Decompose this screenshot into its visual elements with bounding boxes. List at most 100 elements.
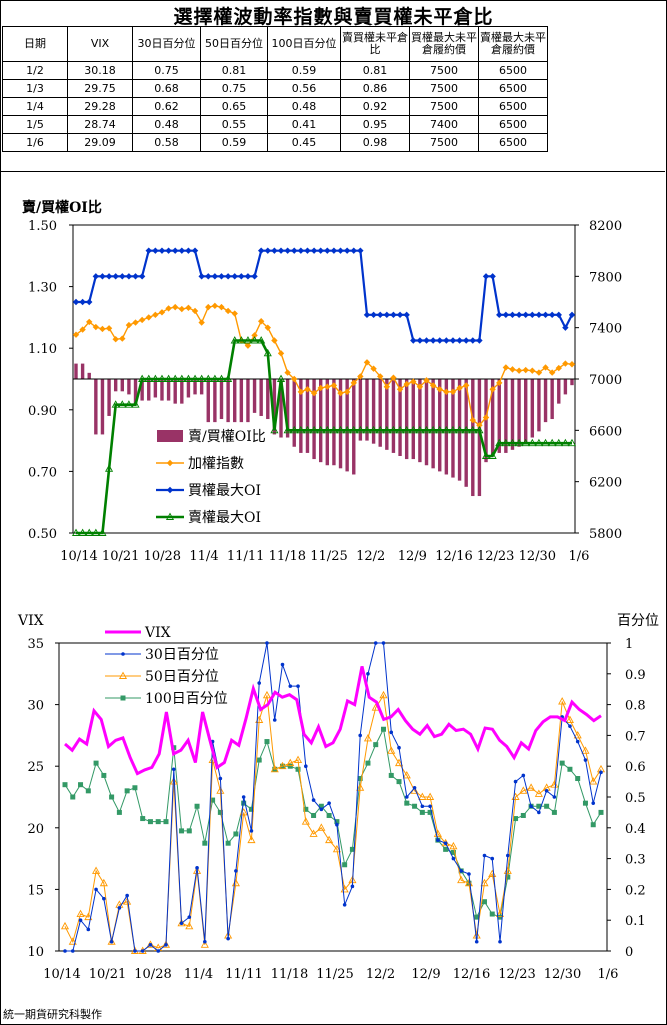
point-marker	[277, 350, 285, 357]
right-tick-label: 0	[625, 945, 633, 960]
point-marker	[403, 380, 410, 388]
bar-oi-ratio	[550, 379, 554, 420]
right-tick-label: 6200	[589, 476, 622, 491]
x-tick-label: 10/21	[102, 549, 139, 564]
right-tick-label: 0.5	[625, 791, 646, 806]
point-marker	[455, 425, 464, 434]
point-marker	[186, 828, 192, 834]
point-marker	[459, 869, 463, 873]
point-marker	[84, 912, 93, 921]
point-marker	[262, 690, 272, 699]
point-marker	[599, 770, 603, 775]
point-marker	[495, 438, 504, 447]
point-marker	[264, 324, 271, 331]
point-marker	[562, 324, 569, 331]
point-marker	[271, 247, 278, 254]
bar-oi-ratio	[332, 379, 336, 466]
point-marker	[548, 311, 556, 319]
point-marker	[205, 303, 212, 311]
table-cell: 0.68	[132, 79, 201, 98]
point-marker	[462, 425, 471, 434]
point-marker	[85, 788, 91, 794]
oi-ratio-chart: 0.50 0.70 0.90 1.10 1.30 1.50 5800 6200 6600 7000…	[21, 199, 622, 564]
point-marker	[513, 816, 519, 822]
bar-oi-ratio	[451, 379, 455, 478]
point-marker	[534, 789, 543, 797]
point-marker	[419, 809, 425, 815]
bar-oi-ratio	[252, 379, 257, 413]
bar-oi-ratio	[279, 379, 283, 438]
point-marker	[488, 451, 497, 459]
point-marker	[326, 812, 332, 818]
point-marker	[62, 782, 68, 788]
point-marker	[165, 247, 172, 254]
point-marker	[303, 425, 312, 434]
point-marker	[428, 804, 432, 809]
point-marker	[117, 906, 122, 910]
point-marker	[555, 364, 562, 372]
point-marker	[217, 374, 226, 382]
point-marker	[443, 846, 449, 852]
point-marker	[575, 776, 581, 782]
header-call-max: 買權最大未平倉履約價	[409, 26, 479, 62]
right-tick-label: 0.1	[625, 914, 646, 929]
point-marker	[568, 361, 576, 368]
x-tick-label: 10/21	[89, 967, 126, 982]
right-tick-label: 7400	[589, 322, 622, 337]
point-marker	[288, 684, 293, 688]
point-marker	[396, 779, 402, 785]
point-marker	[429, 425, 438, 434]
header-date: 日期	[2, 26, 68, 62]
point-marker	[362, 425, 372, 434]
point-marker	[356, 425, 365, 434]
point-marker	[482, 853, 487, 858]
point-marker	[449, 337, 457, 344]
point-marker	[138, 316, 146, 324]
point-marker	[481, 899, 487, 905]
left-axis-title: VIX	[17, 613, 44, 629]
table-header-row: 日期 VIX 30日百分位 50日百分位 100日百分位 賣買權未平倉比 買權最…	[2, 26, 548, 62]
point-marker	[534, 438, 543, 447]
legend-label: 賣權最大OI	[188, 510, 261, 526]
point-marker	[436, 337, 443, 344]
point-marker	[145, 247, 152, 254]
point-marker	[318, 803, 324, 809]
point-marker	[211, 302, 219, 310]
table-row: 1/5 28.74 0.48 0.55 0.41 0.95 7400 6500	[2, 115, 548, 134]
bar-oi-ratio	[338, 379, 343, 469]
bar-oi-ratio	[199, 379, 204, 395]
plot-area	[58, 642, 608, 952]
point-marker	[218, 303, 225, 311]
point-marker	[280, 662, 285, 667]
legend-marker	[118, 671, 128, 679]
point-marker	[373, 641, 378, 645]
point-marker	[380, 726, 386, 732]
bar-oi-ratio	[557, 379, 561, 404]
point-marker	[178, 247, 186, 254]
point-marker	[244, 342, 252, 349]
point-marker	[443, 337, 450, 344]
table-row: 1/6 29.09 0.58 0.59 0.45 0.98 7500 6500	[2, 133, 548, 152]
legend-label: 100日百分位	[145, 691, 228, 707]
point-marker	[324, 247, 331, 254]
table-cell: 6500	[478, 61, 548, 80]
x-tick-label: 11/11	[227, 549, 264, 564]
left-tick-label: 1.30	[28, 281, 57, 296]
point-marker	[513, 779, 518, 784]
x-tick-label: 1/6	[598, 967, 619, 982]
point-marker	[598, 809, 604, 815]
bar-oi-ratio	[497, 379, 501, 453]
point-marker	[350, 379, 357, 387]
point-marker	[111, 400, 120, 408]
point-marker	[496, 311, 503, 319]
point-marker	[293, 755, 303, 763]
bar-oi-ratio	[438, 379, 442, 472]
point-marker	[508, 438, 517, 447]
point-marker	[304, 247, 311, 254]
table-cell: 0.59	[200, 133, 268, 152]
point-marker	[343, 425, 352, 434]
point-marker	[124, 788, 130, 794]
point-marker	[233, 831, 239, 837]
point-marker	[140, 816, 146, 822]
point-marker	[562, 360, 569, 367]
